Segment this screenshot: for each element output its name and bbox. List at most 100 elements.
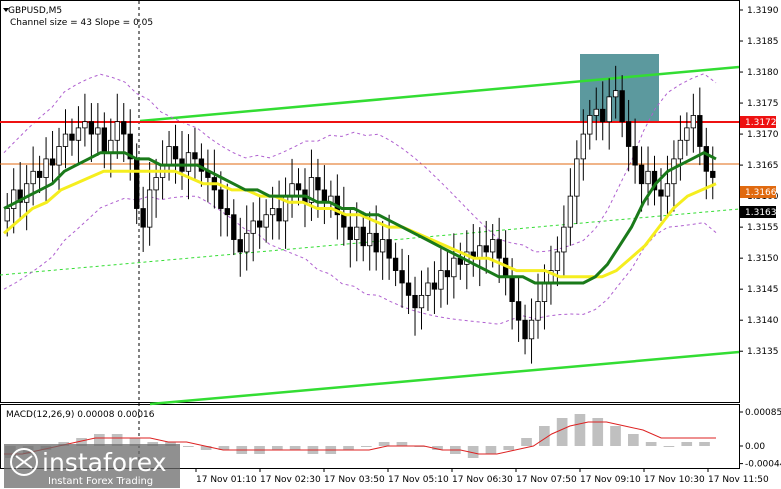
candle-body — [23, 183, 30, 203]
macd-axis: 0.00085 0.00 -0.00044 — [739, 408, 781, 470]
macd-bar — [432, 446, 443, 450]
price-tick-label: 1.3165 — [747, 161, 779, 171]
candle-body — [528, 319, 535, 340]
time-tick-label: 17 Nov 07:50 — [516, 475, 577, 485]
resistance-tag: 1.3172 — [740, 116, 777, 128]
candle-body — [684, 127, 690, 141]
candle-body — [405, 282, 412, 296]
candle-body — [690, 115, 697, 129]
candle-body — [561, 226, 567, 253]
price-axis: 1.3190 1.3185 1.3180 1.3175 1.3170 1.3165 1.31… — [739, 6, 779, 357]
channel-mid-line — [0, 208, 740, 276]
price-tick-label: 1.3170 — [747, 130, 779, 140]
candle-body — [17, 189, 23, 203]
candle-body — [295, 183, 302, 191]
candle-body — [535, 301, 541, 321]
candle-body — [263, 214, 269, 228]
candle-body — [244, 232, 250, 253]
candle-body — [121, 121, 127, 135]
time-tick-label: 17 Nov 11:50 — [708, 475, 769, 485]
time-tick-label: 17 Nov 06:30 — [452, 475, 513, 485]
macd-bar — [539, 426, 550, 446]
macd-tick-label: -0.00044 — [745, 460, 781, 470]
macd-bar — [610, 426, 621, 446]
candle-body — [697, 115, 703, 147]
candle-body — [619, 90, 625, 123]
macd-bar — [521, 438, 532, 446]
watermark-brand: instaforex — [42, 448, 167, 477]
macd-bar — [183, 446, 194, 447]
candle-body — [367, 232, 373, 247]
candles — [4, 65, 716, 364]
price-tick-label: 1.3175 — [747, 99, 779, 109]
svg-text:1.3163: 1.3163 — [745, 208, 777, 218]
candle-body — [192, 152, 198, 160]
candle-body — [30, 170, 36, 185]
candle-body — [69, 133, 75, 141]
time-tick-label: 17 Nov 05:10 — [388, 475, 449, 485]
macd-bar — [272, 446, 283, 450]
channel-lower-line — [149, 350, 740, 406]
time-tick-label: 17 Nov 10:30 — [644, 475, 705, 485]
candle-body — [703, 146, 709, 172]
watermark: instaforex Instant Forex Trading — [4, 444, 180, 488]
candle-body — [606, 96, 612, 123]
candle-body — [664, 183, 671, 197]
candle-body — [140, 208, 146, 228]
candle-body — [101, 127, 107, 154]
candle-body — [82, 121, 88, 129]
macd-bar — [485, 446, 497, 454]
time-axis: 17 Nov 01:10 17 Nov 02:30 17 Nov 03:50 17 N… — [195, 468, 769, 485]
candle-body — [347, 226, 353, 240]
brand-logo-icon — [10, 448, 38, 476]
candle-body — [153, 177, 159, 191]
candle-body — [134, 158, 140, 209]
current-price-tag: 1.3163 — [740, 206, 777, 218]
candle-body — [257, 220, 263, 228]
candle-body — [36, 170, 43, 178]
candle-body — [276, 208, 282, 222]
candle-body — [580, 133, 586, 160]
candle-body — [392, 257, 399, 271]
macd-bar — [628, 434, 639, 446]
channel-info: Channel size = 43 Slope = 0.05 — [10, 18, 153, 28]
macd-bar — [467, 446, 479, 458]
candle-body — [412, 294, 418, 309]
macd-bar — [503, 446, 515, 450]
candle-body — [632, 146, 638, 166]
candle-body — [250, 220, 256, 234]
candle-body — [4, 208, 10, 222]
candle-body — [289, 183, 295, 197]
candle-body — [438, 270, 444, 290]
candle-body — [418, 294, 425, 309]
candle-body — [108, 139, 114, 154]
ma-level-tag: 1.3166 — [740, 186, 777, 198]
candle-body — [496, 239, 502, 259]
candle-body — [515, 301, 522, 321]
candle-body — [399, 270, 405, 284]
candle-body — [49, 158, 56, 166]
candle-body — [567, 195, 574, 228]
svg-text:1.3166: 1.3166 — [745, 188, 777, 198]
candle-body — [444, 270, 451, 278]
ma-green-line — [3, 151, 717, 285]
candle-body — [658, 189, 664, 197]
candle-body — [237, 239, 243, 253]
candle-body — [127, 133, 133, 160]
candle-body — [146, 189, 153, 228]
macd-bar — [218, 446, 230, 450]
candle-body — [218, 189, 224, 209]
macd-bar — [681, 442, 693, 446]
collapse-icon[interactable] — [3, 8, 9, 12]
price-tick-label: 1.3145 — [747, 285, 779, 295]
candle-body — [386, 239, 392, 259]
macd-tick-label: 0.00085 — [745, 408, 781, 418]
macd-bar — [129, 438, 141, 446]
macd-bar — [200, 446, 212, 450]
macd-bar — [645, 442, 657, 446]
candle-body — [625, 121, 632, 147]
candle-body — [554, 251, 561, 271]
macd-tick-label: 0.00 — [745, 442, 765, 452]
channel-upper-line — [139, 65, 740, 123]
candle-body — [166, 146, 172, 166]
